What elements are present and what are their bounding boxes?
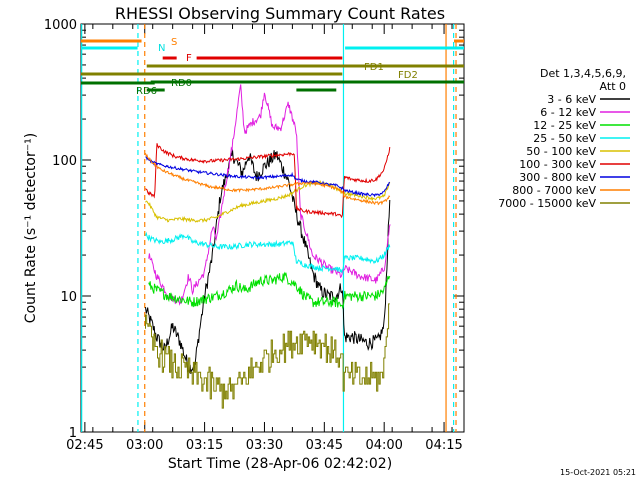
x-tick-label: 04:15 bbox=[425, 438, 462, 453]
series-line-4 bbox=[145, 179, 391, 224]
y-tick-label: 1000 bbox=[44, 18, 77, 33]
flag-label: N bbox=[158, 43, 165, 54]
x-tick-label: 03:45 bbox=[306, 438, 343, 453]
x-tick-label: 03:00 bbox=[126, 438, 163, 453]
series-line-7 bbox=[145, 152, 391, 206]
x-tick-label: 03:15 bbox=[186, 438, 223, 453]
legend-label-6: 300 - 800 keV bbox=[519, 171, 596, 184]
series-line-6 bbox=[145, 156, 391, 198]
chart-title: RHESSI Observing Summary Count Rates bbox=[115, 4, 445, 23]
x-axis-label: Start Time (28-Apr-06 02:42:02) bbox=[168, 456, 392, 472]
series-line-3 bbox=[145, 231, 391, 273]
legend-label-5: 100 - 300 keV bbox=[519, 158, 596, 171]
legend-label-8: 7000 - 15000 keV bbox=[498, 197, 596, 210]
flag-label: S bbox=[171, 37, 177, 48]
legend-label-3: 25 - 50 keV bbox=[533, 132, 596, 145]
x-tick-label: 04:00 bbox=[365, 438, 402, 453]
y-tick-label: 1 bbox=[69, 426, 77, 441]
flag-label: RD6 bbox=[136, 86, 157, 97]
flag-label: FD2 bbox=[398, 70, 418, 81]
flag-label: FD1 bbox=[364, 62, 384, 73]
legend-header-att: Att 0 bbox=[600, 80, 626, 93]
plot-area: 1 10 100 1000 02:45 03:00 03:15 03:30 03:45 04:00… bbox=[44, 18, 465, 453]
legend-label-7: 800 - 7000 keV bbox=[512, 184, 596, 197]
series-line-0 bbox=[145, 149, 391, 374]
legend-label-4: 50 - 100 keV bbox=[526, 145, 596, 158]
series-line-8 bbox=[145, 303, 390, 409]
series-line-2 bbox=[148, 271, 391, 310]
legend-label-1: 6 - 12 keV bbox=[540, 106, 596, 119]
x-tick-label: 02:45 bbox=[66, 438, 103, 453]
legend-label-0: 3 - 6 keV bbox=[547, 93, 596, 106]
legend-header: Det 1,3,4,5,6,9, bbox=[540, 67, 626, 80]
y-tick-label: 100 bbox=[52, 154, 77, 169]
flag-label: RD0 bbox=[171, 78, 192, 89]
flag-label: F bbox=[186, 53, 192, 64]
y-axis-label: Count Rate (s⁻¹ detector⁻¹) bbox=[23, 133, 39, 323]
legend-label-2: 12 - 25 keV bbox=[533, 119, 596, 132]
footer-date: 15-Oct-2021 05:21 bbox=[560, 468, 636, 477]
y-tick-label: 10 bbox=[60, 290, 77, 305]
series-line-5 bbox=[145, 143, 391, 219]
x-tick-label: 03:30 bbox=[246, 438, 283, 453]
series-line-1 bbox=[148, 84, 391, 306]
